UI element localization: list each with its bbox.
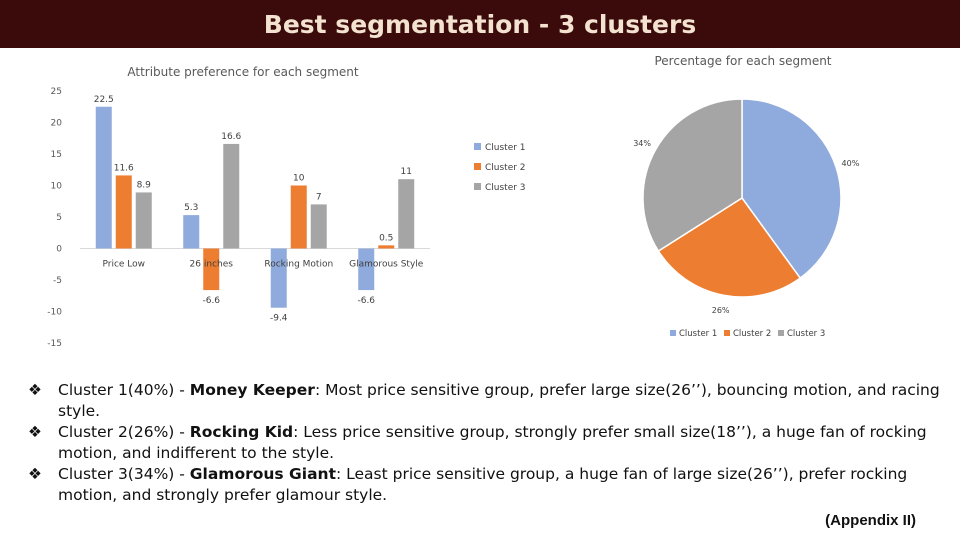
- legend-label: Cluster 1: [679, 329, 717, 339]
- bar-cluster-2: [290, 185, 307, 249]
- pie-value-label: 40%: [842, 159, 860, 168]
- cluster-descriptions: ❖ Cluster 1(40%) - Money Keeper: Most pri…: [28, 380, 948, 506]
- legend-label: Cluster 2: [733, 329, 771, 339]
- category-label: Rocking Motion: [264, 260, 333, 270]
- diamond-bullet-icon: ❖: [28, 381, 42, 399]
- category-label: 26 inches: [190, 260, 234, 270]
- category-label: Price Low: [102, 260, 145, 270]
- data-label: 0.5: [379, 233, 393, 243]
- category-label: Glamorous Style: [349, 260, 424, 270]
- bar-cluster-1: [95, 106, 112, 249]
- pie-slice-cluster-2: [657, 196, 802, 298]
- pie-chart-title: Percentage for each segment: [654, 54, 831, 68]
- legend-label: Cluster 3: [787, 329, 825, 339]
- bar-cluster-2: [203, 248, 220, 291]
- pie-slice-cluster-3: [642, 98, 743, 253]
- legend-swatch: [778, 330, 784, 336]
- legend-label: Cluster 1: [485, 143, 526, 153]
- legend-label: Cluster 2: [485, 163, 526, 173]
- y-tick-label: -10: [47, 308, 62, 318]
- data-label: -9.4: [270, 314, 288, 324]
- data-label: -6.6: [357, 296, 375, 306]
- cluster-2-description: ❖ Cluster 2(26%) - Rocking Kid: Less pric…: [28, 422, 948, 464]
- legend-swatch: [724, 330, 730, 336]
- y-tick-label: 10: [51, 182, 63, 192]
- bar-chart-title: Attribute preference for each segment: [127, 65, 359, 79]
- appendix-note: (Appendix II): [825, 512, 916, 529]
- pie-chart: Percentage for each segment 40% 26% 34% Cl…: [633, 54, 860, 339]
- segment-name: Money Keeper: [189, 381, 315, 399]
- cluster-1-description: ❖ Cluster 1(40%) - Money Keeper: Most pri…: [28, 380, 948, 422]
- data-label: 11.6: [114, 163, 134, 173]
- y-tick-label: -5: [53, 276, 62, 286]
- segment-name: Rocking Kid: [189, 423, 294, 441]
- bullet-prefix: Cluster 2(26%) -: [58, 423, 190, 441]
- data-label: 5.3: [184, 203, 198, 213]
- data-label: 7: [316, 192, 322, 202]
- legend-swatch: [474, 163, 481, 170]
- bullet-text: : Least price sensitive group, a huge fa…: [58, 465, 908, 504]
- y-tick-label: -15: [47, 339, 62, 349]
- bar-cluster-1: [270, 248, 287, 308]
- bar-chart: Attribute preference for each segment 25…: [47, 65, 526, 349]
- bullet-text: : Most price sensitive group, prefer lar…: [58, 381, 940, 420]
- diamond-bullet-icon: ❖: [28, 423, 42, 441]
- slide-title: Best segmentation - 3 clusters: [263, 9, 697, 39]
- bar-cluster-2: [115, 175, 132, 249]
- bullet-prefix: Cluster 3(34%) -: [58, 465, 190, 483]
- bar-cluster-2: [378, 245, 395, 249]
- bar-cluster-1: [358, 248, 375, 291]
- legend-swatch: [670, 330, 676, 336]
- bullet-prefix: Cluster 1(40%) -: [58, 381, 190, 399]
- pie-slice-cluster-1: [741, 98, 842, 280]
- pie-value-label: 34%: [633, 139, 651, 148]
- legend-swatch: [474, 183, 481, 190]
- legend-label: Cluster 3: [485, 183, 526, 193]
- bar-cluster-1: [183, 215, 200, 249]
- bar-cluster-3: [398, 179, 415, 249]
- bar-cluster-3: [310, 204, 327, 249]
- y-tick-label: 15: [51, 150, 62, 160]
- y-tick-label: 25: [51, 87, 62, 97]
- data-label: 16.6: [221, 132, 241, 142]
- data-label: 10: [293, 174, 305, 184]
- data-label: -6.6: [202, 296, 220, 306]
- legend-swatch: [474, 143, 481, 150]
- data-label: 11: [401, 167, 412, 177]
- bullet-text: : Less price sensitive group, strongly p…: [58, 423, 927, 462]
- title-bar: Best segmentation - 3 clusters: [0, 0, 960, 48]
- pie-value-label: 26%: [712, 306, 730, 315]
- y-tick-label: 5: [56, 213, 62, 223]
- y-tick-label: 20: [51, 119, 63, 129]
- bar-cluster-3: [223, 143, 240, 249]
- segment-name: Glamorous Giant: [189, 465, 336, 483]
- diamond-bullet-icon: ❖: [28, 465, 42, 483]
- y-tick-label: 0: [56, 245, 62, 255]
- cluster-3-description: ❖ Cluster 3(34%) - Glamorous Giant: Least…: [28, 464, 948, 506]
- data-label: 8.9: [137, 180, 152, 190]
- data-label: 22.5: [94, 95, 114, 105]
- bar-cluster-3: [135, 192, 152, 249]
